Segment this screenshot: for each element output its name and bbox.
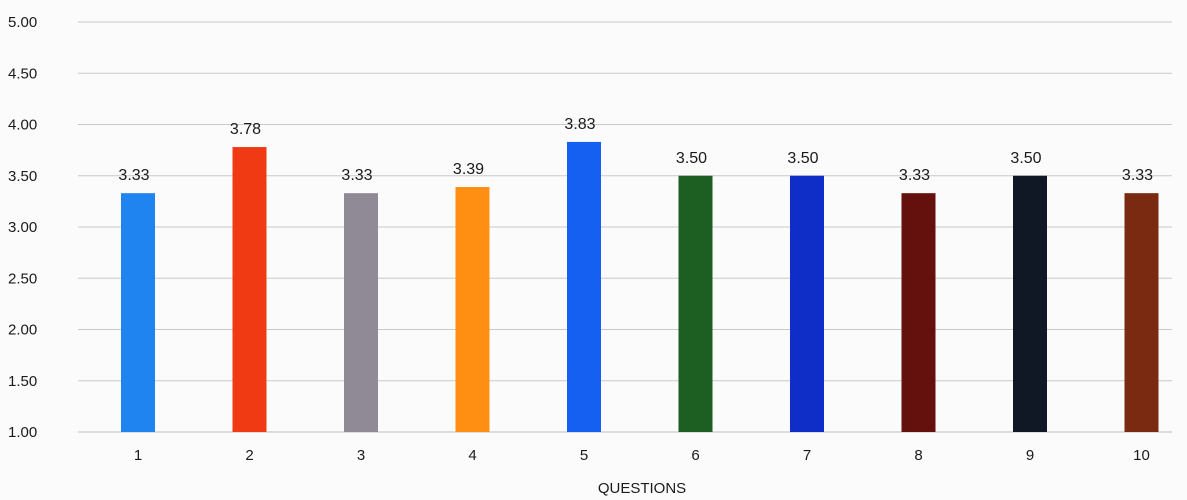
bar-question-2 [232, 147, 267, 433]
data-label: 3.39 [453, 161, 484, 178]
x-tick-label: 4 [468, 447, 476, 464]
data-label: 3.50 [676, 150, 707, 167]
bar-question-6 [678, 175, 713, 432]
y-tick-label: 4.00 [8, 117, 37, 134]
data-label: 3.78 [230, 121, 261, 138]
x-tick-label: 3 [357, 447, 365, 464]
bar-question-8 [901, 193, 936, 432]
x-tick-label: 1 [134, 447, 142, 464]
data-label: 3.33 [899, 167, 930, 184]
x-tick-label: 8 [914, 447, 922, 464]
y-tick-label: 4.50 [8, 65, 37, 82]
y-tick-label: 1.00 [8, 424, 37, 441]
y-tick-label: 3.50 [8, 168, 37, 185]
data-label: 3.83 [564, 116, 595, 133]
bar-question-4 [455, 187, 490, 432]
x-tick-label: 9 [1026, 447, 1034, 464]
x-tick-label: 2 [245, 447, 253, 464]
data-label: 3.33 [341, 167, 372, 184]
bar-question-10 [1124, 193, 1159, 432]
x-tick-label: 7 [803, 447, 811, 464]
data-label: 3.33 [118, 167, 149, 184]
bar-question-3 [344, 193, 378, 432]
y-tick-label: 2.00 [8, 322, 37, 339]
bar-question-9 [1013, 175, 1047, 432]
bars [121, 141, 1159, 433]
x-axis-title: QUESTIONS [598, 480, 686, 497]
data-labels: 3.33 3.78 3.33 3.39 3.83 3.50 3.50 3.33 3.50 3.33 [118, 116, 1153, 184]
y-tick-label: 1.50 [8, 373, 37, 390]
data-label: 3.50 [1010, 150, 1041, 167]
data-label: 3.33 [1122, 167, 1153, 184]
x-tick-label: 6 [691, 447, 699, 464]
bar-question-1 [121, 193, 155, 432]
y-axis-tick-labels: 1.00 1.50 2.00 2.50 3.00 3.50 4.00 4.50 5.00 [8, 14, 37, 441]
x-tick-label: 10 [1133, 447, 1150, 464]
y-tick-label: 5.00 [8, 14, 37, 31]
x-tick-label: 5 [580, 447, 588, 464]
bar-question-7 [790, 175, 824, 432]
y-tick-label: 2.50 [8, 270, 37, 287]
x-axis-tick-labels: 1 2 3 4 5 6 7 8 9 10 [134, 447, 1150, 464]
data-label: 3.50 [787, 150, 818, 167]
y-tick-label: 3.00 [8, 219, 37, 236]
bar-question-5 [567, 141, 601, 433]
